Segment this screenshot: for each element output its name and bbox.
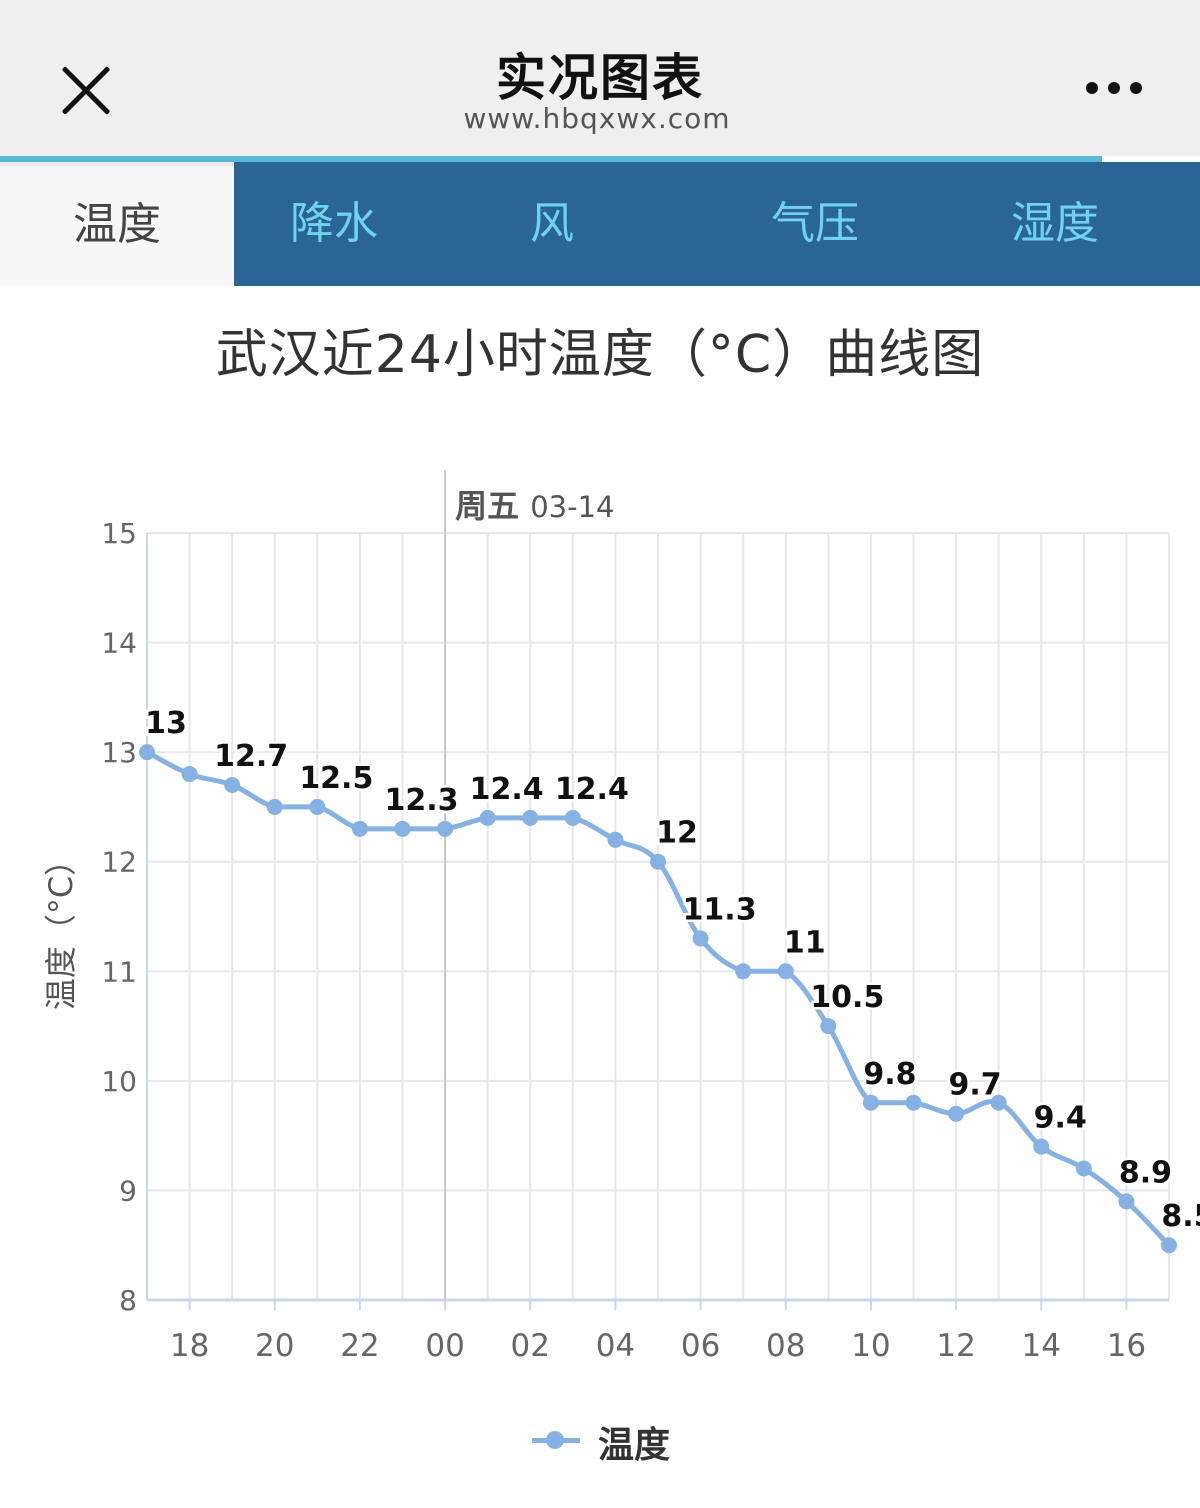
y-tick-label: 8	[119, 1284, 137, 1317]
x-tick-label: 06	[681, 1328, 720, 1364]
tab-precipitation[interactable]: 降水	[290, 198, 378, 249]
data-point	[692, 930, 709, 947]
tab-pressure[interactable]: 气压	[771, 198, 859, 249]
data-point	[479, 809, 496, 826]
top-bar: 实况图表 www.hbqxwx.com	[0, 0, 1200, 156]
x-tick-label: 22	[340, 1328, 379, 1364]
data-label: 12.5	[299, 761, 373, 796]
data-point	[607, 831, 624, 848]
data-label: 8.5	[1161, 1199, 1200, 1234]
data-label: 9.4	[1034, 1101, 1087, 1136]
data-point	[990, 1094, 1007, 1111]
legend-label: 温度	[598, 1425, 671, 1466]
y-tick-label: 11	[101, 955, 137, 988]
data-label: 9.8	[863, 1057, 916, 1092]
page-url: www.hbqxwx.com	[463, 102, 731, 135]
x-tick-label: 14	[1022, 1328, 1061, 1364]
data-point	[862, 1094, 879, 1111]
data-point	[1033, 1138, 1050, 1155]
data-point	[564, 809, 581, 826]
x-tick-label: 08	[766, 1328, 805, 1364]
data-label: 12.4	[470, 772, 544, 807]
y-tick-label: 12	[101, 846, 137, 879]
data-point	[777, 963, 794, 980]
x-tick-label: 02	[511, 1328, 550, 1364]
x-tick-label: 20	[255, 1328, 294, 1364]
data-point	[820, 1018, 837, 1035]
page-title: 实况图表	[496, 49, 704, 107]
data-label: 13	[145, 706, 187, 741]
x-tick-label: 04	[596, 1328, 635, 1364]
data-label: 12	[656, 816, 698, 851]
temperature-chart: 8 9 10 11 12 13 14 15 18 20 22 00 02 04 06 08 10 12 14 16 周五…	[42, 470, 1200, 1364]
x-tick-label: 12	[936, 1328, 975, 1364]
tab-temperature[interactable]: 温度	[0, 162, 234, 286]
x-tick-label: 00	[425, 1328, 464, 1364]
y-tick-label: 14	[101, 627, 137, 660]
data-label: 9.7	[949, 1068, 1002, 1103]
y-tick-label: 13	[101, 736, 137, 769]
data-point	[650, 853, 666, 870]
legend-dot-marker	[546, 1431, 564, 1449]
day-marker-label: 周五 03-14	[455, 487, 614, 525]
data-label: 12.7	[214, 739, 288, 774]
data-point	[437, 820, 454, 837]
data-point	[351, 820, 368, 837]
data-label: 12.3	[384, 783, 458, 818]
data-point	[735, 963, 752, 980]
data-label: 10.5	[810, 980, 884, 1015]
data-point	[522, 809, 539, 826]
data-point	[1075, 1160, 1092, 1177]
data-point	[181, 766, 198, 783]
data-label: 11	[784, 925, 826, 960]
data-point	[309, 798, 326, 815]
more-horizontal-icon[interactable]	[1084, 78, 1144, 98]
data-point	[266, 798, 283, 815]
tab-bar: 温度 降水 风 气压 湿度	[0, 162, 1200, 286]
data-point	[224, 777, 241, 794]
data-point	[394, 820, 411, 837]
x-tick-label: 10	[851, 1328, 890, 1364]
y-tick-label: 15	[101, 517, 137, 550]
chart-title: 武汉近24小时温度（°C）曲线图	[215, 325, 985, 385]
page-load-progress	[0, 156, 1102, 162]
data-point	[139, 744, 155, 761]
y-axis-title: 温度（°C）	[42, 844, 80, 1010]
data-point	[1118, 1193, 1135, 1210]
data-point	[905, 1094, 922, 1111]
y-tick-label: 10	[101, 1065, 137, 1098]
tab-wind[interactable]: 风	[530, 198, 574, 249]
tab-humidity[interactable]: 湿度	[1011, 198, 1099, 249]
data-label: 8.9	[1119, 1155, 1172, 1190]
data-point	[948, 1105, 965, 1122]
x-tick-label: 16	[1107, 1328, 1146, 1364]
data-label: 12.4	[555, 772, 629, 807]
data-point	[1161, 1237, 1177, 1254]
data-label: 11.3	[683, 892, 757, 927]
y-tick-label: 9	[119, 1174, 137, 1207]
x-tick-label: 18	[170, 1328, 209, 1364]
